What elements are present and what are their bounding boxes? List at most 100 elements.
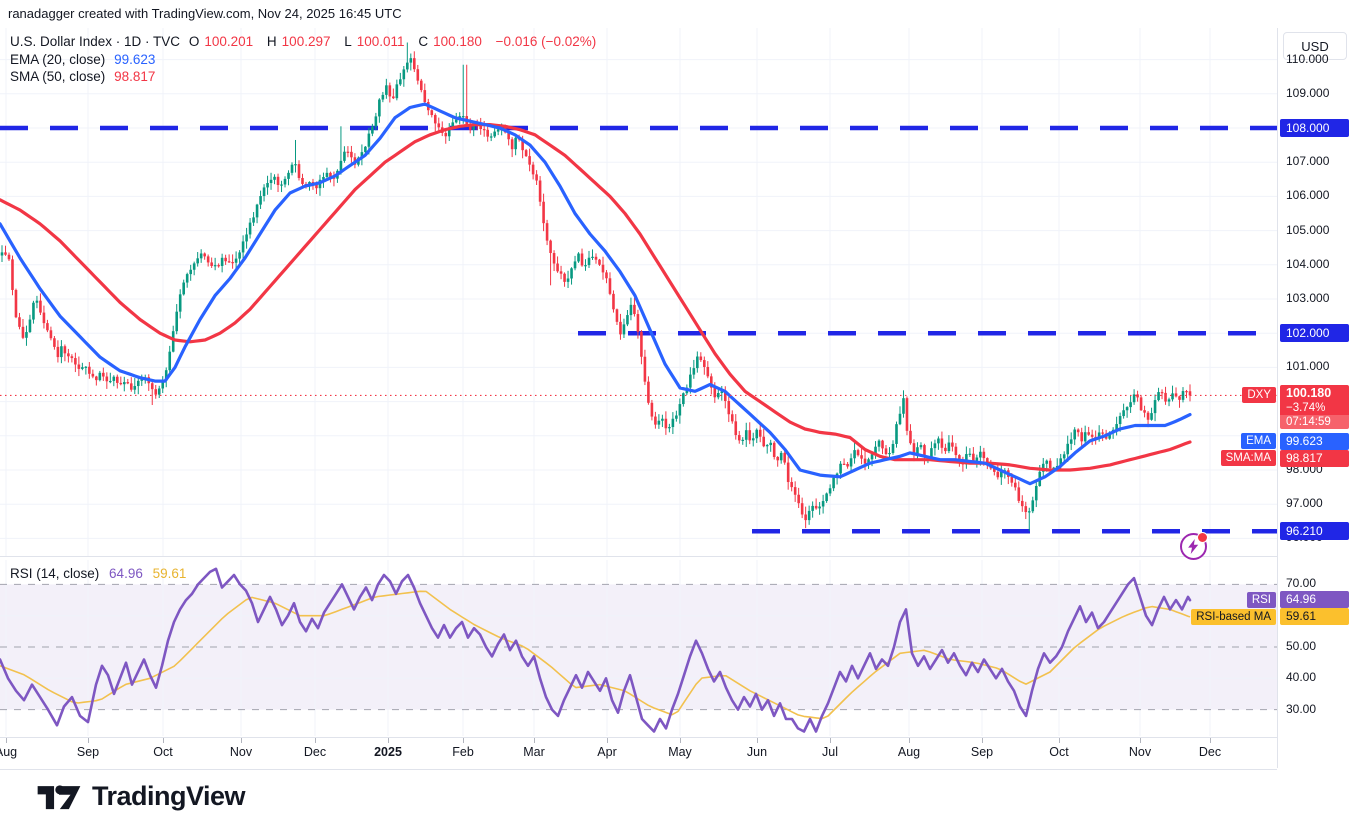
candle-body bbox=[67, 353, 70, 357]
candle-body bbox=[580, 253, 584, 266]
candle-body bbox=[1115, 424, 1118, 430]
candle-body bbox=[133, 386, 137, 390]
footer-logo[interactable]: TradingView bbox=[36, 778, 246, 814]
price-pane-canvas[interactable] bbox=[0, 28, 1277, 557]
candle-body bbox=[772, 442, 776, 457]
month-label-Nov: Nov bbox=[229, 745, 253, 759]
candle-body bbox=[231, 262, 234, 264]
candle-body bbox=[1087, 432, 1090, 435]
candle-body bbox=[287, 172, 290, 179]
candle-body bbox=[559, 271, 563, 274]
candle-body bbox=[556, 263, 559, 272]
candle-body bbox=[451, 122, 455, 128]
candle-body bbox=[339, 160, 343, 171]
candle-body bbox=[409, 58, 413, 63]
candle-body bbox=[1073, 429, 1076, 440]
candle-body bbox=[468, 123, 472, 130]
candle-body bbox=[325, 172, 329, 177]
candle-body bbox=[937, 438, 940, 444]
candle-body bbox=[381, 94, 385, 100]
candle-body bbox=[748, 430, 752, 441]
time-tick bbox=[163, 738, 164, 743]
candle-body bbox=[909, 430, 912, 444]
rsi-pane-canvas[interactable] bbox=[0, 560, 1277, 736]
candle-body bbox=[797, 494, 800, 504]
candle-body bbox=[965, 454, 968, 465]
ema20-line[interactable] bbox=[0, 102, 1192, 486]
candle-body bbox=[916, 447, 919, 456]
price-axis[interactable]: USD 110.000 109.000 107.000 106.000 105.000 1… bbox=[1277, 28, 1353, 768]
ema-label: EMA (20, close) bbox=[10, 51, 106, 67]
candle-body bbox=[199, 253, 203, 259]
pane-separator[interactable] bbox=[0, 556, 1277, 557]
candle-body bbox=[912, 443, 916, 456]
candle-body bbox=[521, 139, 524, 151]
candle-body bbox=[727, 401, 731, 415]
candle-body bbox=[276, 176, 280, 186]
candle-body bbox=[1090, 434, 1094, 437]
candle-body bbox=[779, 452, 783, 461]
candle-body bbox=[21, 326, 25, 338]
candle-body bbox=[1024, 506, 1028, 513]
time-axis[interactable]: Aug Sep Oct Nov Dec 2025 Feb Mar Apr May Jun Jul Aug… bbox=[0, 737, 1277, 770]
rsi-line[interactable] bbox=[0, 567, 1192, 733]
candle-body bbox=[63, 346, 67, 354]
candle-body bbox=[189, 269, 192, 275]
candle-body bbox=[119, 382, 123, 385]
candle-body bbox=[11, 259, 14, 290]
ohlc-open: O 100.201 bbox=[188, 34, 254, 49]
candle-body bbox=[716, 393, 720, 398]
candle-body bbox=[70, 356, 74, 359]
ema-name-badge: EMA bbox=[1241, 433, 1276, 449]
candle-body bbox=[598, 259, 601, 265]
candle-body bbox=[395, 84, 399, 99]
candle-body bbox=[905, 398, 909, 431]
candle-body bbox=[849, 458, 853, 467]
hline-price-label[interactable]: 102.000 bbox=[1280, 324, 1349, 343]
month-label-Dec: Dec bbox=[303, 745, 327, 759]
attribution-text: ranadagger created with TradingView.com,… bbox=[8, 6, 402, 21]
candle-body bbox=[531, 164, 535, 175]
candle-body bbox=[7, 254, 11, 260]
candle-body bbox=[542, 201, 545, 224]
last-price-block: 100.180 −3.74% 07:14:59 bbox=[1280, 385, 1349, 430]
candle-body bbox=[25, 332, 28, 338]
candle-body bbox=[944, 447, 947, 452]
currency-usd-button[interactable]: USD bbox=[1283, 32, 1347, 60]
candle-body bbox=[577, 253, 580, 262]
candle-body bbox=[696, 356, 699, 369]
sma-legend-row[interactable]: SMA (50, close) 98.817 bbox=[10, 69, 601, 86]
candle-body bbox=[699, 356, 703, 361]
symbol-title[interactable]: U.S. Dollar Index · 1D · TVC bbox=[10, 34, 181, 49]
candle-body bbox=[821, 501, 825, 507]
rsi-tick-label: 40.00 bbox=[1286, 670, 1317, 685]
candle-body bbox=[744, 430, 748, 440]
month-label-Mar: Mar bbox=[523, 745, 545, 759]
candle-body bbox=[259, 196, 262, 205]
rsi-tick-label: 50.00 bbox=[1286, 639, 1317, 653]
hline-price-label[interactable]: 108.000 bbox=[1280, 119, 1349, 137]
candle-body bbox=[81, 367, 84, 369]
last-price-value: 100.180 bbox=[1280, 385, 1349, 402]
candle-body bbox=[332, 177, 336, 179]
rsi-legend[interactable]: RSI (14, close) 64.96 59.61 bbox=[10, 566, 192, 581]
sma50-line[interactable] bbox=[0, 123, 1192, 472]
price-tick-label: 104.000 bbox=[1286, 256, 1330, 271]
candle-body bbox=[790, 482, 793, 488]
candle-body bbox=[122, 382, 126, 385]
candle-body bbox=[290, 164, 294, 173]
candle-body bbox=[430, 110, 434, 116]
candle-body bbox=[601, 264, 605, 273]
candle-body bbox=[1185, 391, 1188, 393]
candle-body bbox=[647, 381, 650, 403]
hline-price-label[interactable]: 96.210 bbox=[1280, 522, 1349, 541]
flash-ideas-button[interactable] bbox=[1180, 532, 1208, 560]
candle-body bbox=[730, 414, 734, 422]
candle-body bbox=[213, 265, 217, 267]
candle-body bbox=[185, 274, 189, 283]
candle-body bbox=[1097, 432, 1101, 439]
candle-body bbox=[1171, 393, 1174, 400]
ema-legend-row[interactable]: EMA (20, close) 99.623 bbox=[10, 52, 601, 69]
candle-body bbox=[447, 127, 451, 137]
